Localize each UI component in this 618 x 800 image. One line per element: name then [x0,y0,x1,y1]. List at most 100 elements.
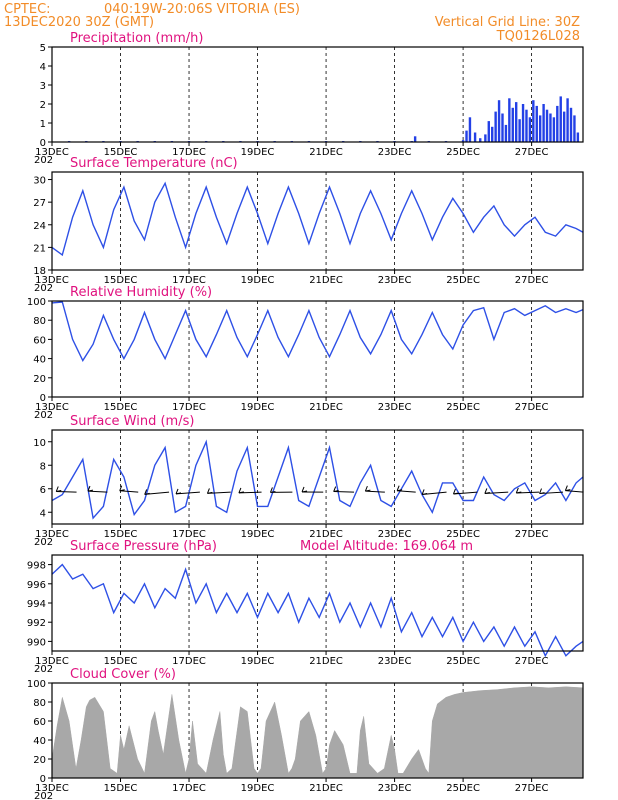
x-tick-label: 21DEC [309,783,343,794]
precip-bar [538,115,542,142]
precip-bar [535,105,538,142]
precip-bar [494,111,497,142]
precip-bar [521,104,525,142]
y-tick-label: 60 [33,717,46,728]
x-tick-label: 13DEC [35,529,69,540]
precip-bar [562,111,566,142]
y-tick-label: 30 [33,176,46,187]
wind-arrow-head [396,485,403,492]
precip-bar [413,136,417,142]
wind-arrow [539,488,564,495]
panel-3: Surface Wind (m/s) 4 6 8 10 13DEC 15DEC 17DEC 19… [33,414,584,548]
plot-frame [51,46,584,143]
wind-arrow-head [484,488,490,494]
x-tick-label: 23DEC [378,656,412,667]
wind-arrow [564,485,584,493]
y-tick-label: 80 [33,698,46,709]
precip-bar [514,102,518,142]
plot-frame [51,171,584,271]
precip-bar [559,96,562,142]
wind-arrow-head [364,485,371,492]
x-tick-label: 27DEC [515,147,549,158]
wind-arrow-head [301,486,308,493]
precip-bar [501,113,504,142]
precip-bar [487,121,490,142]
y-tick-label: 0 [40,138,46,149]
precip-bar [532,100,535,142]
wind-arrow-shaft [56,491,77,493]
wind-arrow-head [515,487,522,494]
wind-arrow-shaft [365,490,385,493]
x-tick-label: 21DEC [309,275,343,286]
x-tick-label: 15DEC [104,783,138,794]
x-tick-label: 17DEC [172,147,206,158]
wind-arrow-shaft [87,490,108,493]
wind-arrow [175,488,200,495]
wind-arrow [144,489,170,495]
x-year-suffix: 202 [34,791,53,800]
precip-bar [465,130,468,142]
precip-bar [511,107,514,142]
x-tick-label: 19DEC [241,656,275,667]
wind-arrow-shaft [484,491,509,494]
wind-arrow-head [175,488,182,495]
y-tick-label: 60 [33,335,46,346]
y-tick-label: 990 [27,637,46,648]
panel-5: Cloud Cover (%) 0 20 40 60 80 100 13DEC 15DEC 17D… [27,667,584,800]
x-tick-label: 15DEC [104,275,138,286]
wind-arrow-head [539,488,545,495]
plot-frame [51,429,584,525]
wind-arrow-head [452,488,459,495]
header-grid-note: Vertical Grid Line: 30Z [435,15,580,30]
precip-bar [479,138,482,142]
x-tick-label: 23DEC [378,275,412,286]
precip-bar [556,105,559,142]
y-tick-label: 1 [40,119,46,130]
panel-title: Surface Wind (m/s) [70,414,194,429]
panel-title: Cloud Cover (%) [70,667,176,682]
x-tick-label: 13DEC [35,656,69,667]
header-location: 040:19W-20:06S VITORIA (ES) [104,2,300,17]
x-tick-label: 19DEC [241,275,275,286]
wind-arrow [515,487,540,494]
x-tick-label: 25DEC [446,275,480,286]
wind-arrow [87,485,108,493]
cloud-area [51,686,584,779]
x-tick-label: 19DEC [241,147,275,158]
x-tick-label: 17DEC [172,656,206,667]
x-tick-label: 17DEC [172,783,206,794]
y-tick-label: 20 [33,755,46,766]
precip-bar [569,107,573,142]
precip-bar [504,124,508,142]
x-tick-label: 19DEC [241,529,275,540]
precip-bar [525,109,528,142]
x-tick-label: 17DEC [172,275,206,286]
header-source: CPTEC: [4,2,51,17]
y-tick-label: 10 [33,438,46,449]
y-tick-label: 40 [33,355,46,366]
wind-arrow [269,487,293,493]
wind-arrow-head [564,485,571,492]
x-tick-label: 27DEC [515,275,549,286]
precip-bar [508,98,511,142]
x-year-suffix: 202 [34,537,53,548]
x-tick-label: 23DEC [378,147,412,158]
x-tick-label: 27DEC [515,529,549,540]
precip-bar [545,109,549,142]
y-tick-label: 6 [40,485,46,496]
panel-title: Precipitation (mm/h) [70,31,203,46]
y-tick-label: 0 [40,774,46,785]
precip-bar [528,117,532,142]
series-line [51,439,584,520]
y-tick-label: 80 [33,316,46,327]
wind-arrow-shaft [516,491,540,494]
x-tick-label: 15DEC [104,147,138,158]
y-tick-label: 4 [40,508,46,519]
precip-bar [573,115,576,142]
panel-2: Relative Humidity (%) 0 20 40 60 80 100 13DEC 15… [27,285,584,421]
wind-arrow-head [87,485,94,492]
wind-arrow-shaft [397,490,416,493]
wind-arrow-head [55,486,62,492]
y-tick-label: 996 [27,580,46,591]
precip-bar [566,98,569,142]
